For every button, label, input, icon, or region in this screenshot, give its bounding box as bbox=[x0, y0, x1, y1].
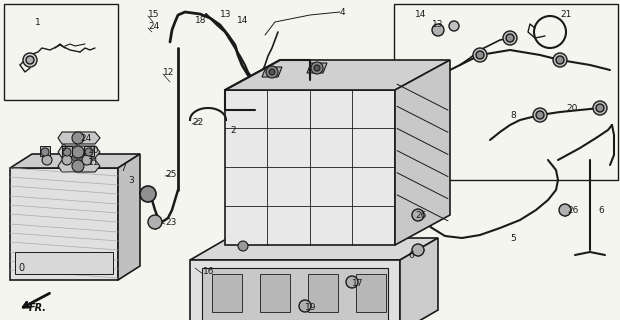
Text: 6: 6 bbox=[598, 205, 604, 214]
Circle shape bbox=[63, 148, 71, 156]
Circle shape bbox=[593, 101, 607, 115]
Text: 14: 14 bbox=[415, 10, 427, 19]
Text: 2: 2 bbox=[230, 125, 236, 134]
Circle shape bbox=[423, 73, 437, 87]
Circle shape bbox=[449, 21, 459, 31]
Polygon shape bbox=[118, 154, 140, 280]
Circle shape bbox=[26, 56, 34, 64]
Circle shape bbox=[266, 66, 278, 78]
Polygon shape bbox=[190, 260, 400, 320]
Circle shape bbox=[432, 24, 444, 36]
Text: 8: 8 bbox=[510, 110, 516, 119]
Circle shape bbox=[82, 155, 92, 165]
Text: 18: 18 bbox=[195, 15, 206, 25]
Bar bbox=[394, 4, 618, 180]
Text: 9: 9 bbox=[60, 143, 66, 153]
Text: 7: 7 bbox=[120, 164, 126, 172]
Circle shape bbox=[72, 146, 84, 158]
Text: 26: 26 bbox=[415, 211, 427, 220]
Text: 19: 19 bbox=[305, 303, 316, 313]
Polygon shape bbox=[58, 160, 100, 172]
Circle shape bbox=[412, 209, 424, 221]
Circle shape bbox=[311, 62, 323, 74]
Text: 24: 24 bbox=[148, 21, 159, 30]
Text: 24: 24 bbox=[80, 133, 91, 142]
Circle shape bbox=[533, 108, 547, 122]
Circle shape bbox=[596, 104, 604, 112]
Circle shape bbox=[476, 51, 484, 59]
Text: 13: 13 bbox=[220, 10, 231, 19]
Bar bbox=[308, 274, 338, 312]
Circle shape bbox=[140, 186, 156, 202]
Polygon shape bbox=[395, 60, 450, 245]
Circle shape bbox=[299, 300, 311, 312]
Bar bbox=[15, 252, 113, 274]
Circle shape bbox=[426, 76, 434, 84]
Polygon shape bbox=[262, 67, 282, 77]
Text: 6: 6 bbox=[408, 251, 414, 260]
Text: 12: 12 bbox=[163, 68, 174, 76]
Text: 16: 16 bbox=[203, 268, 215, 276]
Polygon shape bbox=[84, 146, 94, 156]
Text: FR.: FR. bbox=[29, 303, 47, 313]
Circle shape bbox=[506, 34, 514, 42]
Circle shape bbox=[238, 241, 248, 251]
Text: 23: 23 bbox=[165, 218, 176, 227]
Text: 5: 5 bbox=[510, 234, 516, 243]
Circle shape bbox=[503, 31, 517, 45]
Bar bbox=[4, 4, 118, 100]
Text: 17: 17 bbox=[352, 278, 363, 287]
Text: 15: 15 bbox=[148, 10, 159, 19]
Circle shape bbox=[72, 160, 84, 172]
Polygon shape bbox=[225, 90, 395, 245]
Text: 10: 10 bbox=[88, 146, 99, 155]
Circle shape bbox=[412, 244, 424, 256]
Circle shape bbox=[553, 53, 567, 67]
Text: 0: 0 bbox=[18, 263, 24, 273]
Polygon shape bbox=[40, 146, 50, 156]
Polygon shape bbox=[58, 146, 100, 158]
Text: 3: 3 bbox=[128, 175, 134, 185]
Bar bbox=[356, 274, 386, 312]
Circle shape bbox=[536, 111, 544, 119]
Polygon shape bbox=[400, 238, 438, 320]
Polygon shape bbox=[202, 268, 388, 320]
Text: 22: 22 bbox=[192, 117, 203, 126]
Bar bbox=[212, 274, 242, 312]
Text: 14: 14 bbox=[237, 15, 249, 25]
Circle shape bbox=[62, 155, 72, 165]
Circle shape bbox=[559, 204, 571, 216]
Text: 4: 4 bbox=[340, 7, 345, 17]
Text: 21: 21 bbox=[560, 10, 572, 19]
Text: 20: 20 bbox=[566, 103, 577, 113]
Text: 1: 1 bbox=[35, 18, 41, 27]
Bar bbox=[260, 274, 290, 312]
Circle shape bbox=[346, 276, 358, 288]
Circle shape bbox=[42, 155, 52, 165]
Polygon shape bbox=[62, 146, 72, 156]
Text: 13: 13 bbox=[432, 20, 443, 28]
Circle shape bbox=[41, 148, 49, 156]
Polygon shape bbox=[10, 154, 140, 168]
Text: 25: 25 bbox=[165, 170, 176, 179]
Polygon shape bbox=[190, 238, 438, 260]
Circle shape bbox=[85, 148, 93, 156]
Circle shape bbox=[473, 48, 487, 62]
Polygon shape bbox=[225, 60, 450, 90]
Polygon shape bbox=[10, 168, 118, 280]
Circle shape bbox=[148, 215, 162, 229]
Circle shape bbox=[23, 53, 37, 67]
Text: 11: 11 bbox=[88, 157, 99, 166]
Circle shape bbox=[72, 132, 84, 144]
Text: 26: 26 bbox=[567, 205, 578, 214]
Circle shape bbox=[314, 65, 320, 71]
Circle shape bbox=[556, 56, 564, 64]
Polygon shape bbox=[58, 132, 100, 144]
Polygon shape bbox=[307, 63, 327, 73]
Circle shape bbox=[269, 69, 275, 75]
